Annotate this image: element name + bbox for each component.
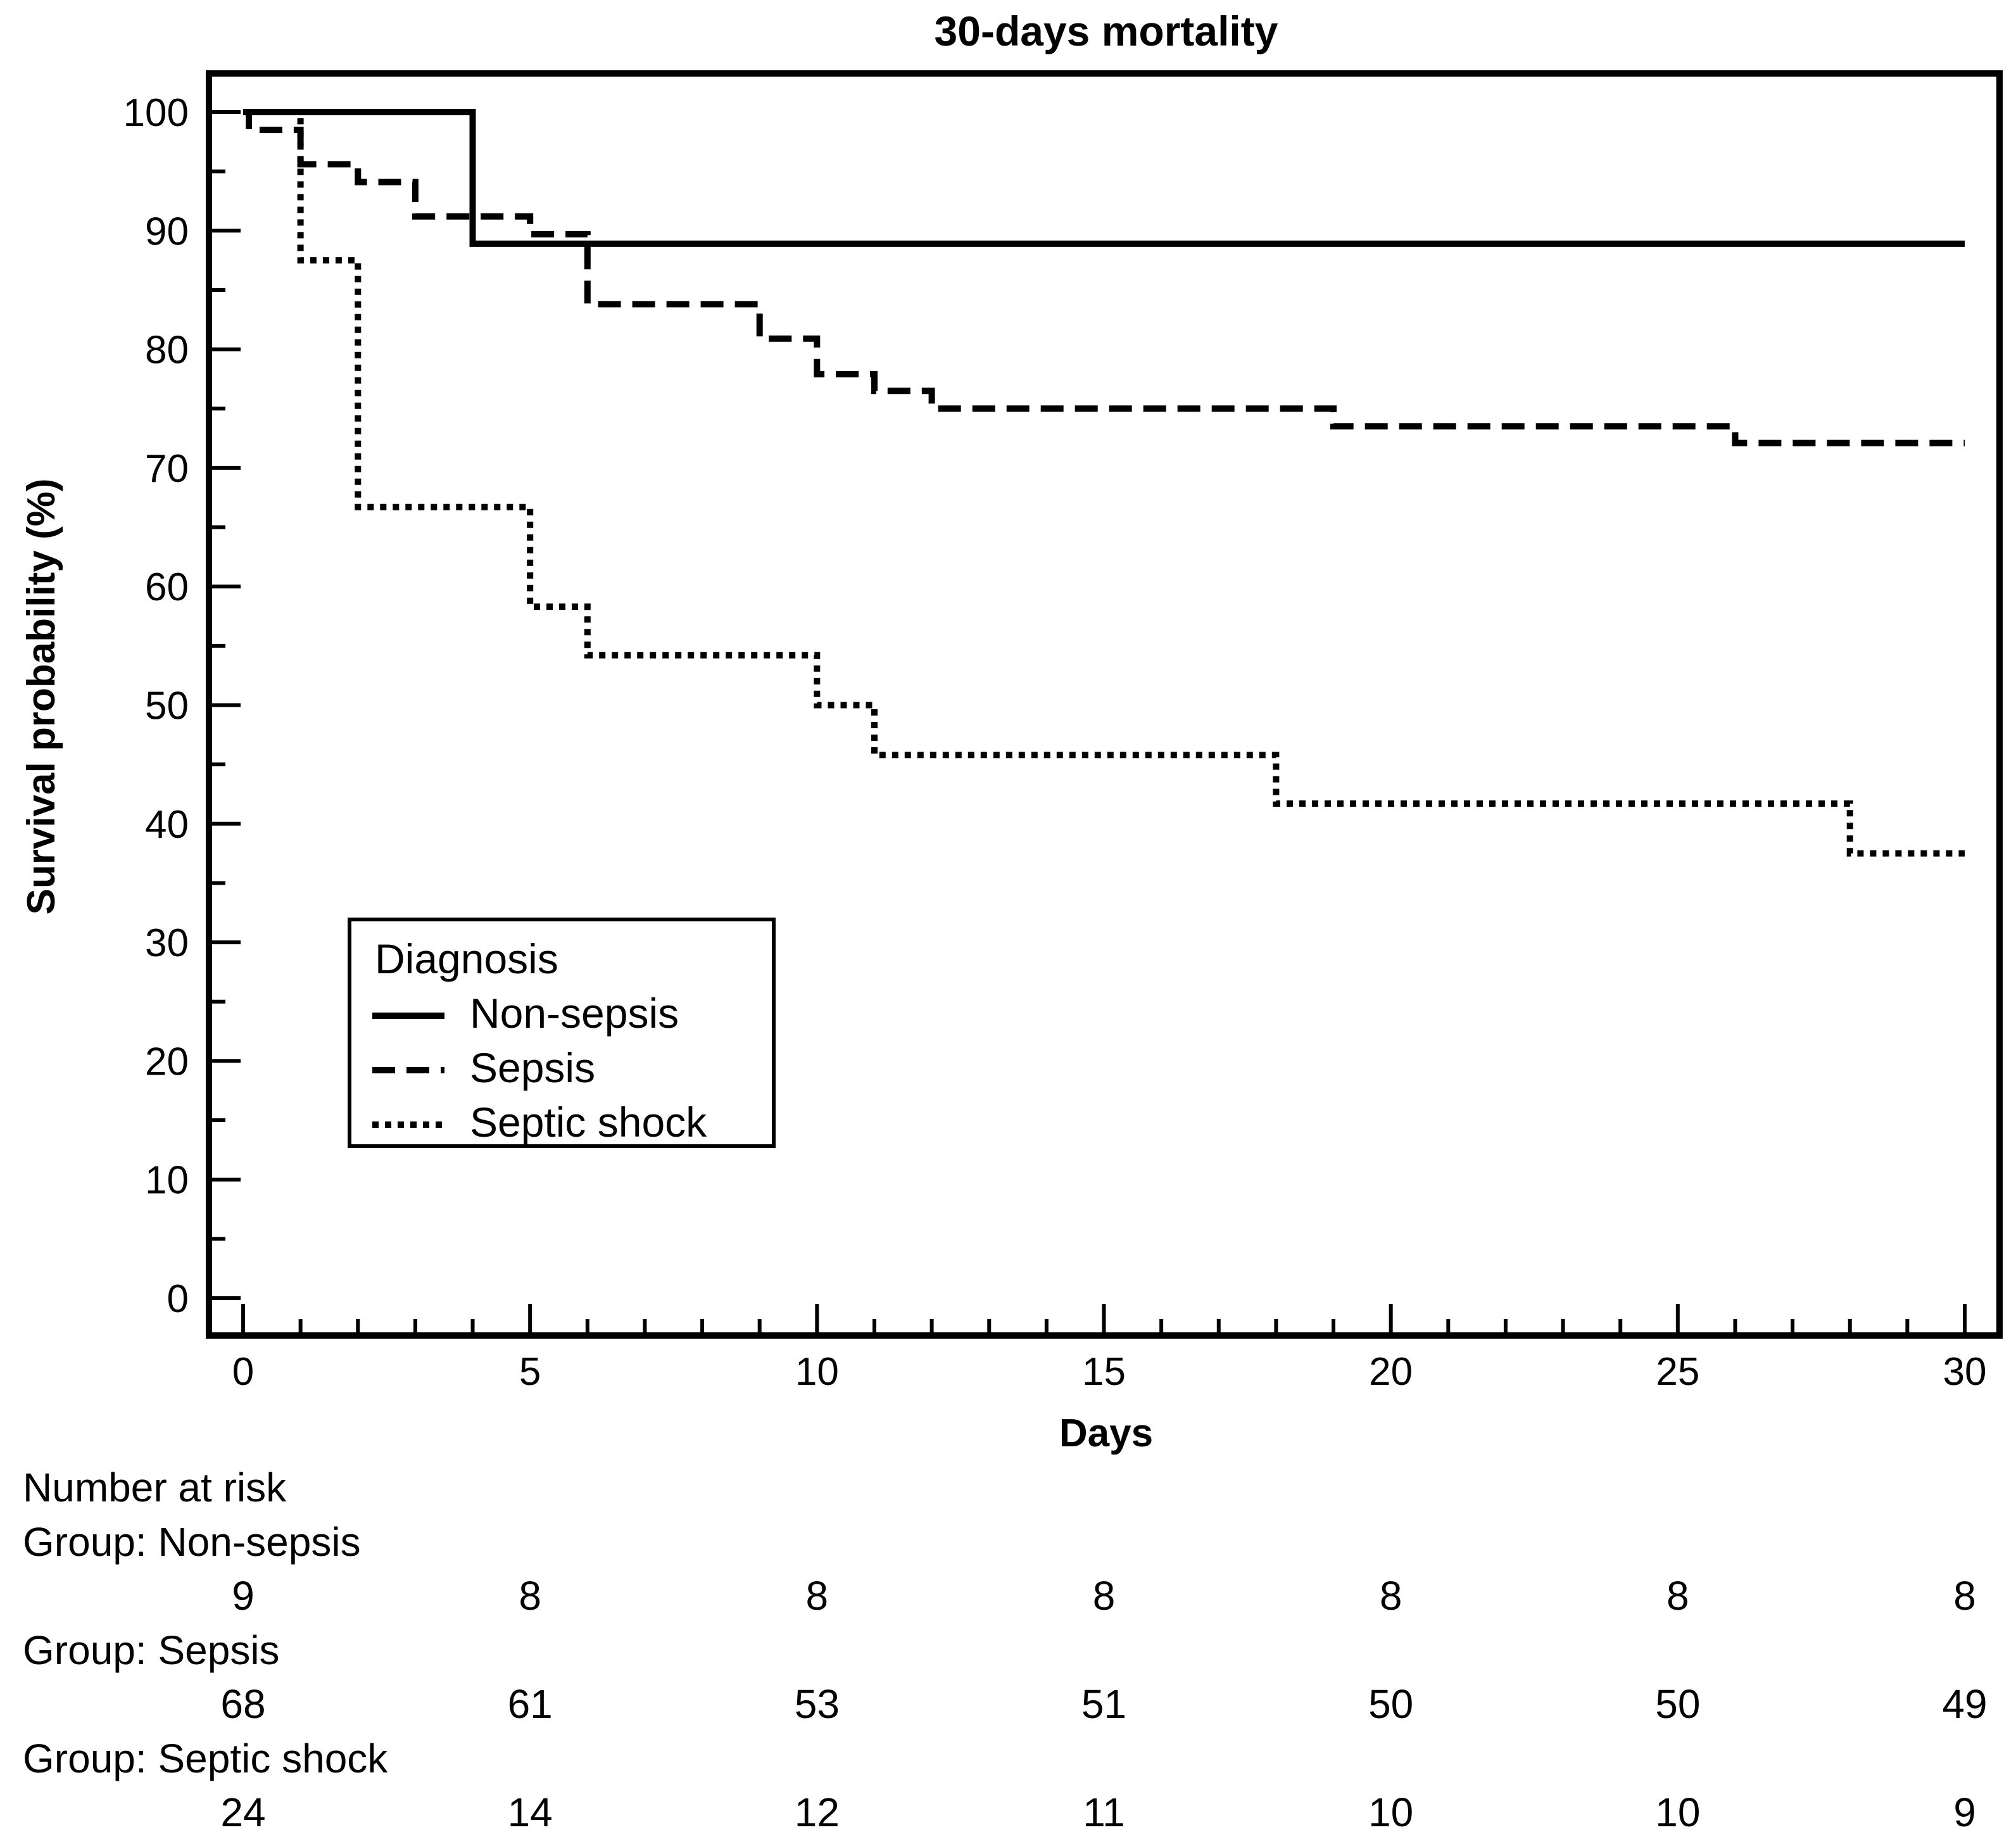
risk-group-label: Group: Sepsis [23,1627,280,1673]
risk-value: 9 [232,1573,255,1619]
risk-value: 50 [1655,1681,1700,1727]
legend-entry-sepsis: Sepsis [470,1044,595,1091]
risk-value: 68 [220,1681,265,1727]
risk-value: 51 [1081,1681,1126,1727]
risk-value: 8 [1666,1573,1689,1619]
y-tick-label: 70 [145,447,189,491]
risk-value: 10 [1655,1790,1700,1835]
x-tick-label: 30 [1943,1350,1987,1394]
y-axis: 0 10 20 30 40 50 60 70 80 90 100 [123,91,241,1321]
y-tick-label: 0 [167,1277,189,1321]
legend-entry-septic-shock: Septic shock [470,1099,707,1146]
y-tick-label: 40 [145,803,189,847]
risk-group-label: Group: Septic shock [23,1736,388,1781]
y-axis-label: Survival probability (%) [20,478,63,914]
risk-value: 49 [1942,1681,1987,1727]
risk-value: 24 [220,1790,265,1835]
risk-value: 61 [508,1681,553,1727]
x-tick-label: 10 [795,1350,839,1394]
x-tick-label: 0 [232,1350,254,1394]
risk-value: 11 [1083,1790,1125,1835]
legend: Diagnosis Non-sepsis Sepsis Septic shock [348,918,776,1148]
x-axis-label: Days [1059,1411,1153,1455]
series-sepsis [243,109,1965,446]
x-axis: 0 5 10 15 20 25 30 [232,1304,1987,1394]
risk-value: 8 [1953,1573,1976,1619]
x-tick-label: 5 [519,1350,541,1394]
series-non-sepsis [243,109,1965,247]
risk-value: 9 [1953,1790,1976,1835]
risk-value: 50 [1368,1681,1413,1727]
risk-value: 12 [795,1790,840,1835]
legend-entry-non-sepsis: Non-sepsis [470,990,679,1037]
risk-value: 53 [795,1681,840,1727]
risk-value: 8 [519,1573,541,1619]
y-tick-label: 30 [145,921,189,965]
risk-value: 8 [1093,1573,1116,1619]
x-tick-label: 25 [1656,1350,1699,1394]
x-tick-label: 15 [1082,1350,1126,1394]
risk-rows: Group: Non-sepsis 9 8 8 8 8 8 8 Group: Sepsis 68 6… [23,1519,1988,1835]
y-tick-label: 50 [145,685,189,728]
risk-value: 8 [806,1573,829,1619]
legend-box [348,918,776,1148]
series-layer [243,109,1965,857]
risk-value: 14 [508,1790,553,1835]
y-tick-label: 100 [123,91,189,135]
y-tick-label: 10 [145,1159,189,1203]
risk-group-label: Group: Non-sepsis [23,1519,361,1565]
y-tick-label: 80 [145,329,189,372]
series-septic-shock [243,109,1965,857]
legend-title: Diagnosis [375,935,558,982]
x-tick-label: 20 [1369,1350,1413,1394]
y-tick-label: 90 [145,210,189,253]
chart-title: 30-days mortality [935,8,1278,54]
risk-value: 8 [1380,1573,1402,1619]
y-tick-label: 60 [145,565,189,609]
risk-value: 10 [1368,1790,1413,1835]
risk-table-title: Number at risk [23,1465,287,1510]
y-tick-label: 20 [145,1040,189,1083]
